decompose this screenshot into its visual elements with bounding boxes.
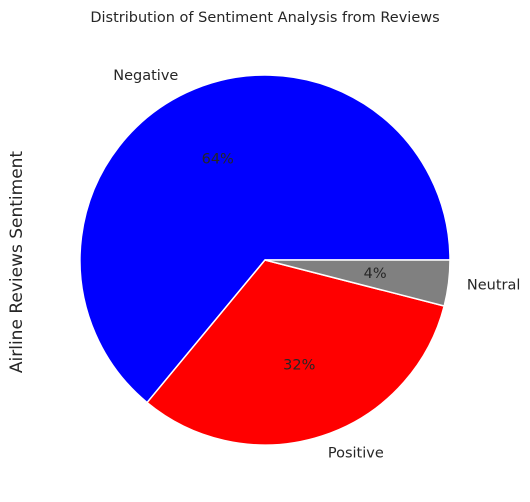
pie-slices xyxy=(79,74,451,446)
percent-label-positive: 32% xyxy=(283,358,315,374)
pie-slice-neutral xyxy=(264,259,451,307)
percent-label-neutral: 4% xyxy=(364,266,387,282)
pie-slice-negative xyxy=(79,74,451,404)
y-axis-label: Airline Reviews Sentiment xyxy=(7,151,27,374)
category-label-positive: Positive xyxy=(328,446,384,462)
percent-label-negative: 64% xyxy=(202,152,234,168)
pie-slice-positive xyxy=(146,259,445,446)
pie-labels: 64% Negative 32% Positive 4% Neutral xyxy=(113,68,520,462)
category-label-negative: Negative xyxy=(113,68,178,84)
category-label-neutral: Neutral xyxy=(467,278,521,294)
chart-title: Distribution of Sentiment Analysis from … xyxy=(90,10,439,26)
